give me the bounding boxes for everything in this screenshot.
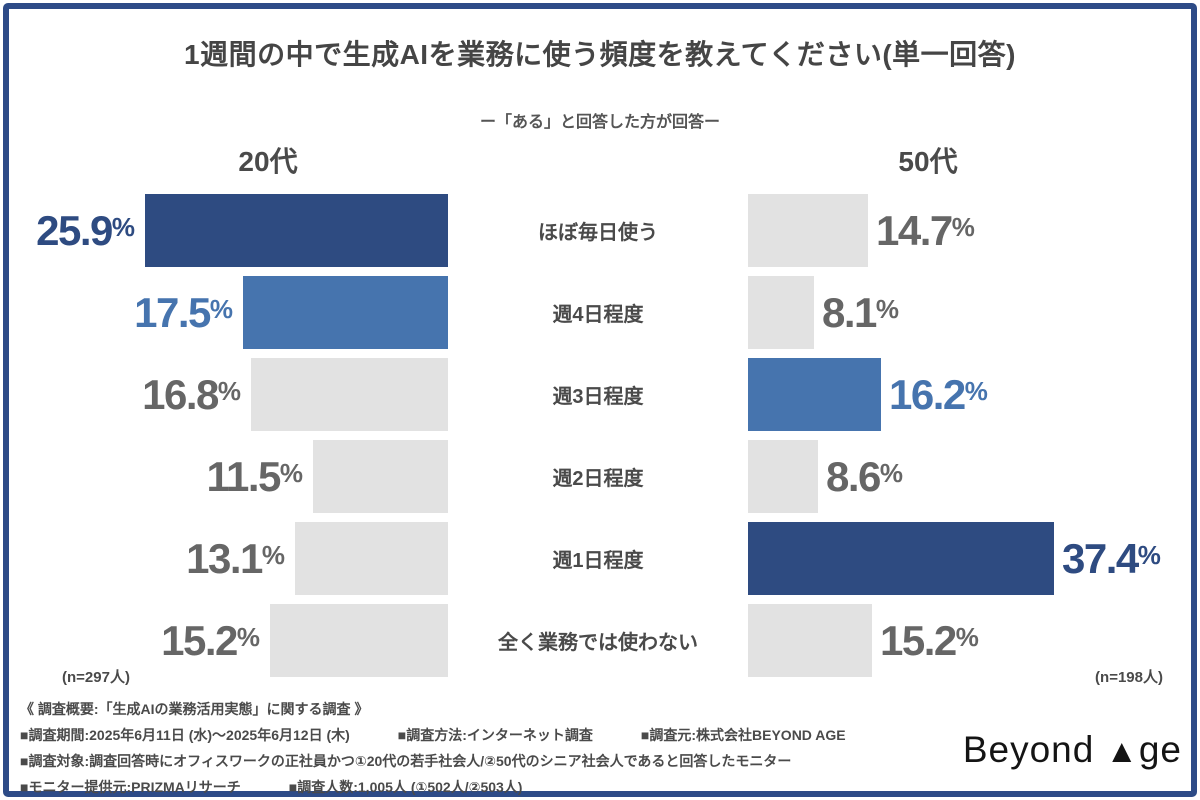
value-label-50s: 16.2% xyxy=(889,370,988,418)
bar-20s xyxy=(145,194,448,267)
right-bar-cell: 16.2% xyxy=(748,358,1200,431)
value-label-50s: 37.4% xyxy=(1062,534,1161,582)
survey-overview-item: ■調査方法:インターネット調査 xyxy=(397,727,593,743)
category-cell: ほぼ毎日使う xyxy=(448,194,748,267)
survey-overview: 《 調査概要:「生成AIの業務活用実態」に関する調査 》 ■調査期間:2025年6… xyxy=(20,696,940,800)
left-bar-cell: 13.1% xyxy=(0,522,448,595)
right-bar-cell: 14.7% xyxy=(748,194,1200,267)
value-label-20s: 17.5% xyxy=(134,288,233,336)
left-bar-cell: 25.9% xyxy=(0,194,448,267)
left-bar-cell: 16.8% xyxy=(0,358,448,431)
category-label: 週1日程度 xyxy=(552,550,644,572)
bar-50s xyxy=(748,276,814,349)
category-label: 週2日程度 xyxy=(552,468,644,490)
value-label-50s: 8.6% xyxy=(826,452,904,500)
category-label: ほぼ毎日使う xyxy=(538,222,658,244)
butterfly-bar-chart: 25.9% ほぼ毎日使う 14.7% 17.5% 週4日程度 8.1% 16.8% 週3日程度… xyxy=(0,194,1200,686)
logo-text-prefix: Beyond xyxy=(962,729,1106,770)
chart-row: 13.1% 週1日程度 37.4% xyxy=(0,522,1200,595)
bar-50s xyxy=(748,194,868,267)
group-header-50s: 50代 xyxy=(898,146,958,177)
bar-20s xyxy=(243,276,448,349)
value-label-50s: 14.7% xyxy=(876,206,975,254)
page-title: 1週間の中で生成AIを業務に使う頻度を教えてください(単一回答) xyxy=(184,39,1016,70)
beyond-age-logo: Beyond ▲ge xyxy=(963,729,1182,771)
value-label-20s: 25.9% xyxy=(36,206,135,254)
survey-overview-item: ■調査対象:調査回答時にオフィスワークの正社員かつ①20代の若手社会人/②50代… xyxy=(20,753,792,769)
chart-row: 25.9% ほぼ毎日使う 14.7% xyxy=(0,194,1200,267)
survey-overview-item: ■調査期間:2025年6月11日 (水)〜2025年6月12日 (木) xyxy=(20,727,350,743)
sample-size-50s: (n=198人) xyxy=(1095,669,1163,686)
value-label-50s: 15.2% xyxy=(880,616,979,664)
bar-50s xyxy=(748,522,1054,595)
survey-overview-item: 《 調査概要:「生成AIの業務活用実態」に関する調査 》 xyxy=(20,701,369,717)
category-label: 週4日程度 xyxy=(552,304,644,326)
chart-row: 15.2% 全く業務では使わない 15.2% xyxy=(0,604,1200,677)
category-label: 全く業務では使わない xyxy=(498,632,698,654)
value-label-20s: 15.2% xyxy=(161,616,260,664)
logo-text-suffix: ge xyxy=(1138,729,1182,770)
survey-overview-line: ■調査対象:調査回答時にオフィスワークの正社員かつ①20代の若手社会人/②50代… xyxy=(20,748,940,774)
survey-overview-line: 《 調査概要:「生成AIの業務活用実態」に関する調査 》 xyxy=(20,696,940,722)
group-header-20s: 20代 xyxy=(238,146,298,177)
value-label-20s: 13.1% xyxy=(186,534,285,582)
category-cell: 週2日程度 xyxy=(448,440,748,513)
category-cell: 週3日程度 xyxy=(448,358,748,431)
survey-overview-item: ■調査人数:1,005人 (①502人/②503人) xyxy=(288,779,523,795)
survey-overview-item: ■調査元:株式会社BEYOND AGE xyxy=(640,727,846,743)
right-bar-cell: 15.2% xyxy=(748,604,1200,677)
left-bar-cell: 15.2% xyxy=(0,604,448,677)
sample-size-20s: (n=297人) xyxy=(62,669,130,686)
category-cell: 週4日程度 xyxy=(448,276,748,349)
right-bar-cell: 8.1% xyxy=(748,276,1200,349)
value-label-50s: 8.1% xyxy=(822,288,900,336)
chart-row: 16.8% 週3日程度 16.2% xyxy=(0,358,1200,431)
bar-50s xyxy=(748,358,881,431)
chart-row: 17.5% 週4日程度 8.1% xyxy=(0,276,1200,349)
value-label-20s: 16.8% xyxy=(142,370,241,418)
left-bar-cell: 11.5% xyxy=(0,440,448,513)
survey-overview-line: ■モニター提供元:PRIZMAリサーチ ■調査人数:1,005人 (①502人/②… xyxy=(20,774,940,800)
chart-row: 11.5% 週2日程度 8.6% xyxy=(0,440,1200,513)
bar-50s xyxy=(748,604,872,677)
bar-20s xyxy=(295,522,448,595)
value-label-20s: 11.5% xyxy=(206,452,303,500)
category-cell: 全く業務では使わない xyxy=(448,604,748,677)
subtitle: ー「ある」と回答した方が回答ー xyxy=(479,114,720,131)
bar-50s xyxy=(748,440,818,513)
bar-20s xyxy=(270,604,448,677)
left-bar-cell: 17.5% xyxy=(0,276,448,349)
category-cell: 週1日程度 xyxy=(448,522,748,595)
right-bar-cell: 8.6% xyxy=(748,440,1200,513)
category-label: 週3日程度 xyxy=(552,386,644,408)
bar-20s xyxy=(251,358,448,431)
bar-20s xyxy=(313,440,448,513)
survey-overview-item: ■モニター提供元:PRIZMAリサーチ xyxy=(20,779,241,795)
right-bar-cell: 37.4% xyxy=(748,522,1200,595)
triangle-a-icon: ▲ xyxy=(1105,733,1139,769)
survey-overview-line: ■調査期間:2025年6月11日 (水)〜2025年6月12日 (木) ■調査方法… xyxy=(20,722,940,748)
